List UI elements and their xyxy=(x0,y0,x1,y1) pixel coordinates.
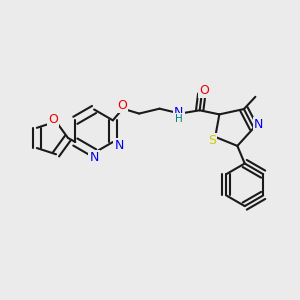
Text: H: H xyxy=(175,114,183,124)
Text: O: O xyxy=(199,84,209,97)
Text: O: O xyxy=(117,99,127,112)
Text: N: N xyxy=(174,106,184,119)
Text: O: O xyxy=(48,113,58,126)
Text: S: S xyxy=(208,134,216,148)
Text: N: N xyxy=(89,151,99,164)
Text: N: N xyxy=(114,139,124,152)
Text: N: N xyxy=(254,118,263,131)
